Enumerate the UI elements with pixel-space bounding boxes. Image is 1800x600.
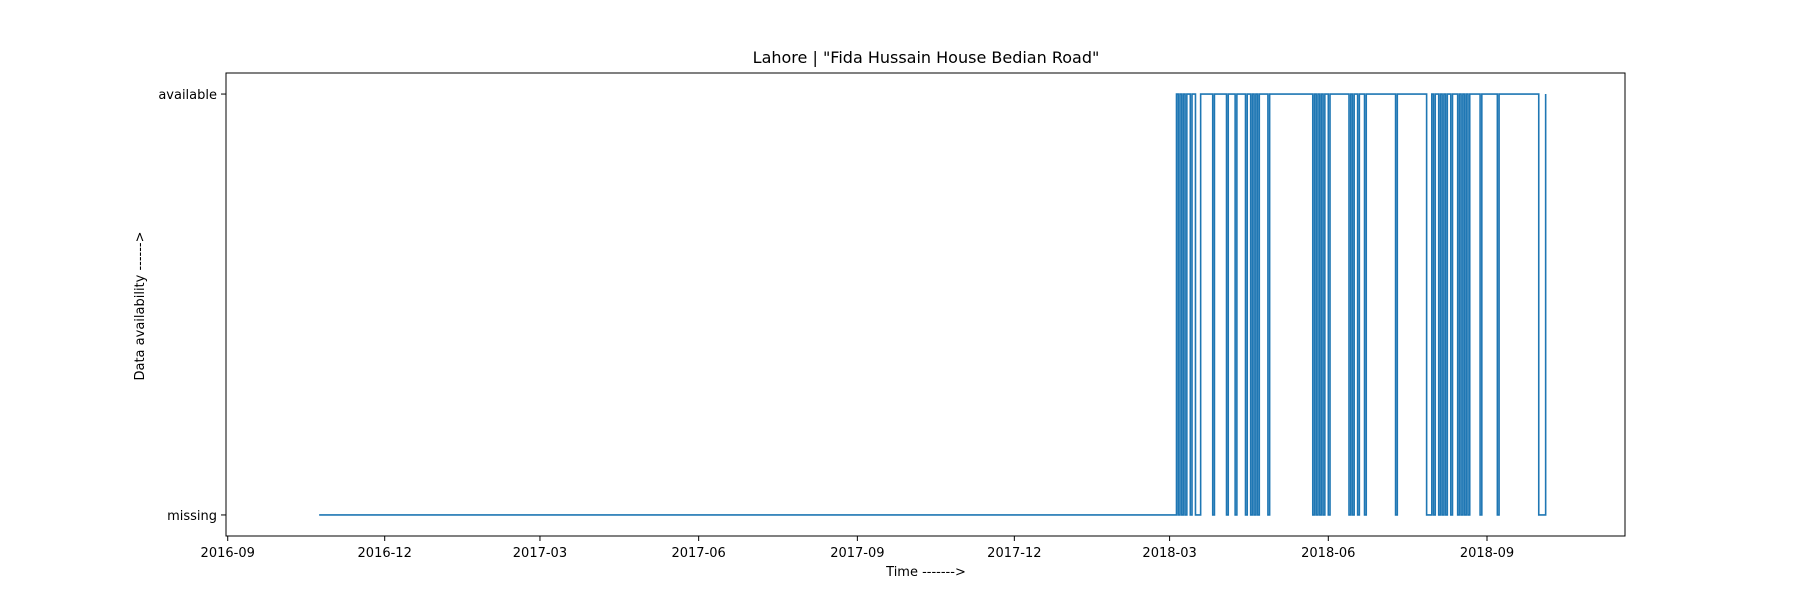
- y-tick-label: missing: [167, 509, 217, 524]
- y-axis-label: Data availability ------>: [133, 231, 148, 380]
- y-axis-ticks: missing available: [158, 88, 226, 524]
- availability-series-line: [319, 93, 1547, 516]
- x-tick-label: 2017-09: [830, 546, 884, 561]
- x-tick-label: 2016-09: [201, 546, 255, 561]
- x-tick-label: 2018-03: [1142, 546, 1196, 561]
- x-tick-label: 2017-12: [987, 546, 1041, 561]
- x-tick-label: 2017-06: [671, 546, 725, 561]
- x-tick-label: 2018-06: [1301, 546, 1355, 561]
- x-tick-label: 2017-03: [513, 546, 567, 561]
- chart-title: Lahore | "Fida Hussain House Bedian Road…: [753, 48, 1100, 67]
- y-tick-label: available: [158, 88, 217, 103]
- x-tick-label: 2018-09: [1460, 546, 1514, 561]
- x-axis-label: Time ------->: [885, 565, 966, 580]
- plot-frame: [225, 72, 1626, 537]
- x-tick-label: 2016-12: [358, 546, 412, 561]
- x-axis-ticks: 2016-09 2016-12 2017-03 2017-06 2017-09 2017-…: [201, 536, 1514, 561]
